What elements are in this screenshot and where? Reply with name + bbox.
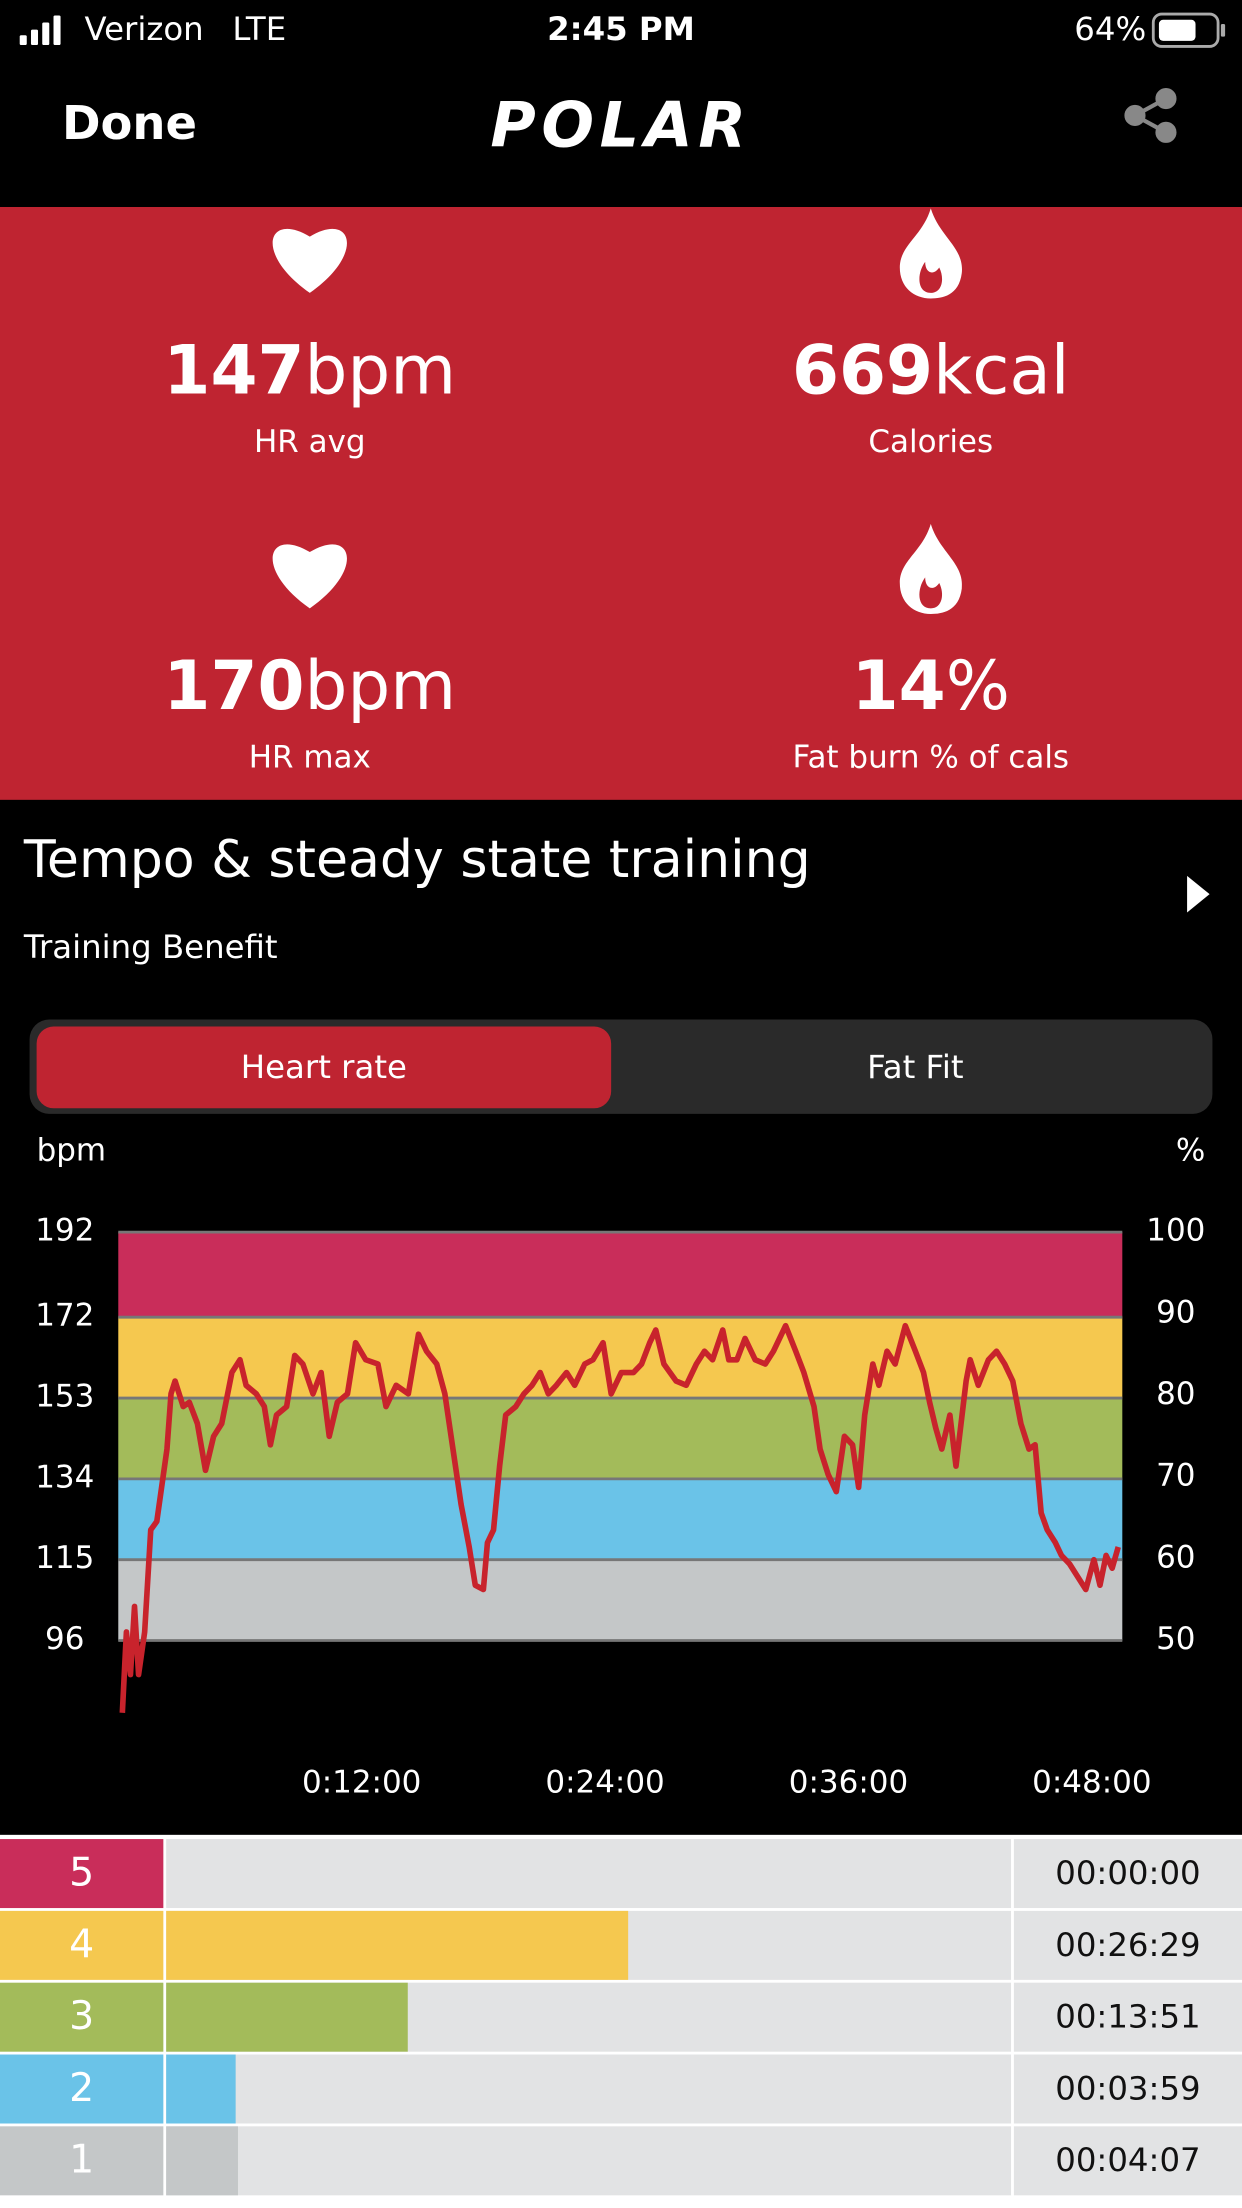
stat-value: 147bpm [163, 330, 456, 409]
zone-label-cell [0, 2054, 164, 2124]
share-button[interactable] [1124, 88, 1177, 143]
zone-time-cell [1013, 1982, 1242, 2052]
y-tick-label: 134 [35, 1459, 94, 1495]
stat-number: 147 [163, 330, 304, 409]
stat-number: 170 [163, 646, 304, 725]
stat-value: 170bpm [163, 646, 456, 725]
flame-icon [899, 208, 962, 299]
y-tick-label: 96 [45, 1621, 84, 1657]
zone-bar [166, 2126, 238, 2196]
zone-label: 2 [69, 2065, 94, 2111]
y2-axis-label: % [1176, 1132, 1205, 1168]
x-tick-label: 0:12:00 [302, 1765, 421, 1801]
battery-icon [1151, 12, 1226, 48]
stat-value: 14% [852, 646, 1010, 725]
x-tick-label: 0:48:00 [1032, 1765, 1151, 1801]
battery-percent: 64% [1074, 10, 1146, 48]
zone-time-cell [1013, 1910, 1242, 1980]
stat-unit: bpm [305, 330, 457, 409]
y-tick-label: 172 [35, 1298, 94, 1334]
zone-time: 00:13:51 [1055, 1998, 1200, 2036]
zone-table: 5 00:00:00 4 00:26:29 3 00:13:51 2 00:03:59 1 00:… [0, 1839, 1242, 2196]
zone-band [118, 1559, 1123, 1641]
tab[interactable]: Heart rate [241, 1048, 407, 1086]
y2-tick-label: 50 [1156, 1621, 1195, 1657]
zone-bar [166, 1910, 629, 1980]
zone-label: 1 [69, 2137, 94, 2183]
y2-tick-label: 70 [1156, 1458, 1195, 1494]
zone-band [118, 1478, 1123, 1560]
x-tick-label: 0:24:00 [545, 1765, 664, 1801]
y-tick-label: 115 [35, 1540, 94, 1576]
heart-icon [272, 544, 347, 609]
zone-bar [166, 2054, 236, 2124]
clock: 2:45 PM [547, 10, 695, 48]
zone-band [118, 1317, 1123, 1399]
training-title: Tempo & steady state training [23, 830, 811, 890]
stat-unit: bpm [305, 646, 457, 725]
zone-track [166, 2126, 1012, 2196]
zone-label: 5 [69, 1849, 94, 1895]
stat-unit: kcal [933, 330, 1069, 409]
zone-track [166, 1839, 1012, 1909]
stat-label: Fat burn % of cals [792, 740, 1069, 776]
zone-time-cell [1013, 2054, 1242, 2124]
tab[interactable]: Fat Fit [867, 1048, 963, 1086]
zone-time: 00:03:59 [1055, 2069, 1200, 2107]
zone-time-cell [1013, 2126, 1242, 2196]
zone-time: 00:26:29 [1055, 1926, 1200, 1964]
zone-band [118, 1232, 1123, 1318]
signal-icon [19, 15, 61, 46]
zone-label: 3 [69, 1993, 94, 2039]
heart-icon [272, 228, 347, 293]
y-axis-label: bpm [37, 1132, 106, 1168]
carrier: Verizon [84, 10, 203, 48]
y-tick-label: 192 [35, 1213, 94, 1249]
stat-label: Calories [868, 424, 993, 460]
done-button[interactable]: Done [62, 96, 197, 150]
y2-tick-label: 80 [1156, 1376, 1195, 1412]
y-tick-label: 153 [35, 1379, 94, 1415]
stat-number: 14 [852, 646, 946, 725]
training-subtitle: Training Benefit [23, 928, 278, 966]
stat-unit: % [946, 646, 1010, 725]
stat-number: 669 [792, 330, 933, 409]
zone-time: 00:04:07 [1055, 2141, 1200, 2179]
zone-time-cell [1013, 1839, 1242, 1909]
stat-label: HR avg [254, 424, 366, 460]
heart-rate-line [119, 1322, 1121, 1713]
y2-tick-label: 100 [1146, 1213, 1205, 1249]
zone-label-cell [0, 1982, 164, 2052]
stat-label: HR max [249, 740, 371, 776]
heart-rate-chart: 96 115 134 153 172 192 50 60 70 80 90 100 0:12:00 0:2… [35, 1213, 1205, 1801]
tab-selected [36, 1026, 612, 1109]
zone-label-cell [0, 1839, 164, 1909]
stats-panel [0, 207, 1242, 800]
x-tick-label: 0:36:00 [789, 1765, 908, 1801]
zone-label: 4 [69, 1921, 94, 1967]
zone-label-cell [0, 1910, 164, 1980]
expand-arrow[interactable] [1187, 875, 1210, 913]
flame-icon [899, 523, 962, 614]
zone-label-cell [0, 2126, 164, 2196]
zone-bar [166, 1982, 408, 2052]
y2-tick-label: 60 [1156, 1539, 1195, 1575]
logo: POLAR [490, 89, 751, 162]
stat-value: 669kcal [792, 330, 1070, 409]
zone-time: 00:00:00 [1055, 1854, 1200, 1892]
network: LTE [232, 10, 286, 48]
y2-tick-label: 90 [1156, 1294, 1195, 1330]
zone-track [166, 2054, 1012, 2124]
